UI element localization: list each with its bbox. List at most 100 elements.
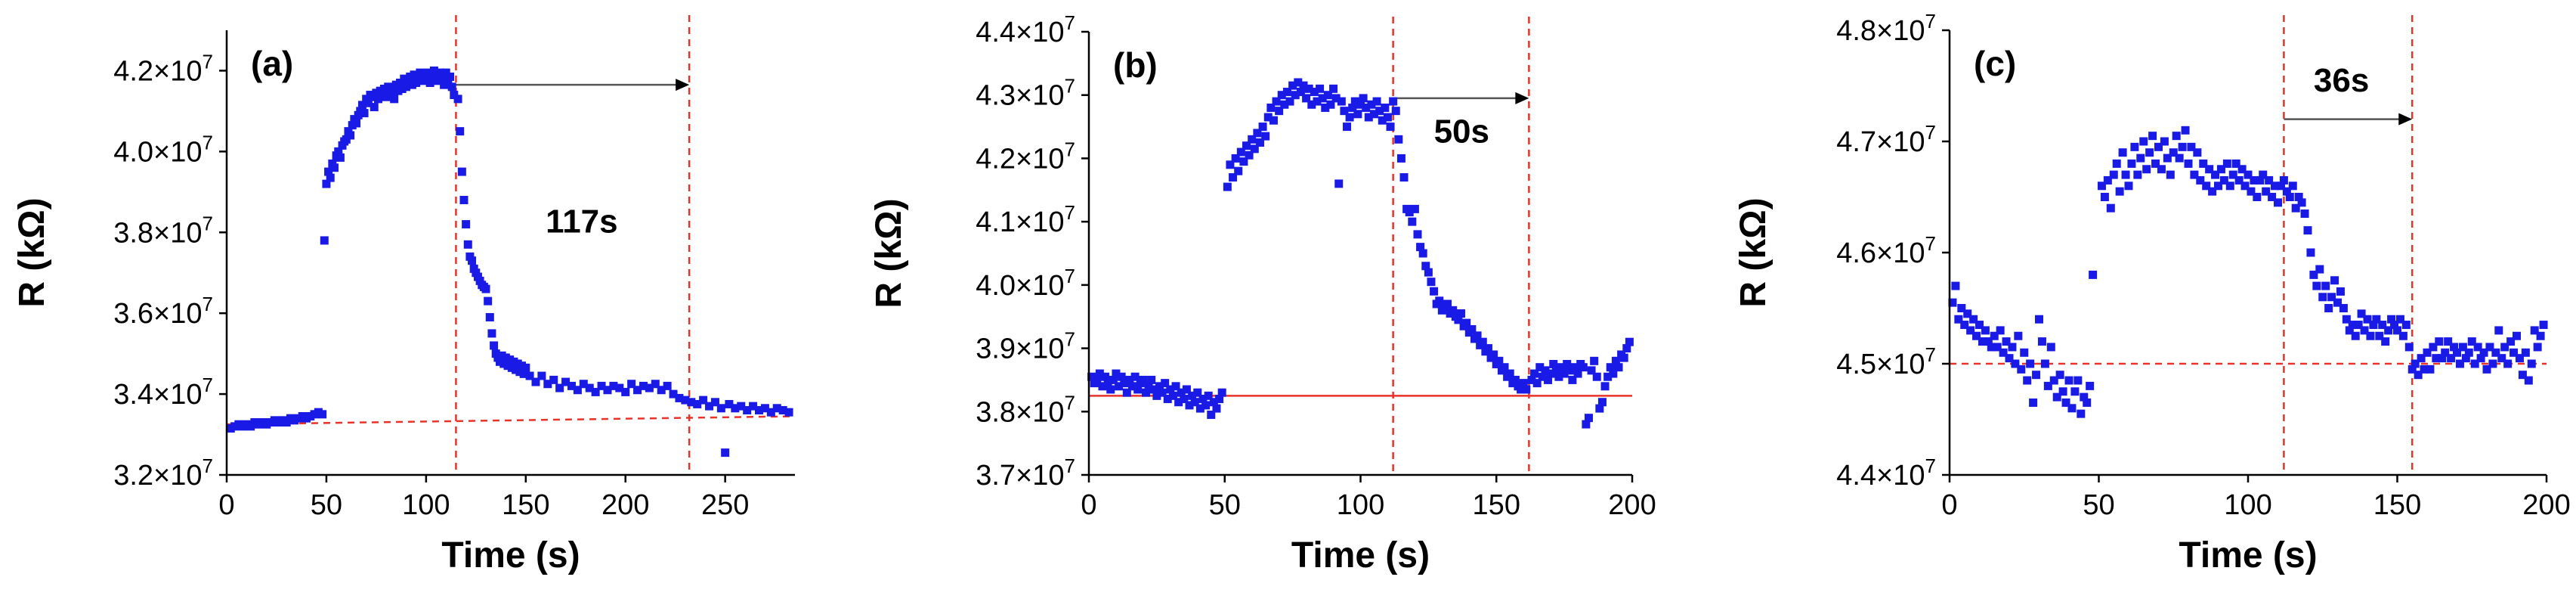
data-point bbox=[1999, 348, 2008, 357]
data-point bbox=[468, 256, 477, 265]
data-point bbox=[1519, 379, 1528, 388]
data-point bbox=[2064, 376, 2073, 385]
data-point bbox=[1427, 278, 1436, 287]
data-point bbox=[1229, 173, 1238, 182]
data-point bbox=[1329, 84, 1338, 93]
x-tick-label: 100 bbox=[2224, 489, 2271, 521]
data-point bbox=[1611, 356, 1620, 365]
data-point bbox=[2250, 175, 2259, 185]
data-point bbox=[778, 405, 787, 414]
data-point bbox=[1362, 103, 1371, 112]
data-point bbox=[537, 371, 546, 380]
data-point bbox=[1391, 107, 1400, 116]
data-point bbox=[2077, 409, 2086, 418]
data-point bbox=[1367, 100, 1376, 109]
data-point bbox=[1223, 182, 1232, 191]
y-tick-label: 3.8×107 bbox=[976, 391, 1075, 428]
y-tick-label: 4.5×107 bbox=[1836, 343, 1936, 380]
data-point bbox=[2040, 359, 2049, 368]
y-tick-label: 3.4×107 bbox=[113, 374, 213, 411]
data-point bbox=[1435, 296, 1444, 306]
x-tick-label: 150 bbox=[502, 489, 549, 521]
data-point bbox=[1331, 94, 1341, 103]
data-point bbox=[1619, 353, 1628, 362]
data-point bbox=[1269, 116, 1278, 125]
data-point bbox=[1168, 391, 1177, 400]
data-point bbox=[1960, 321, 1969, 330]
data-point bbox=[2112, 159, 2121, 168]
data-point bbox=[2089, 270, 2098, 279]
data-point bbox=[1198, 395, 1208, 404]
data-point bbox=[2401, 321, 2411, 330]
data-point bbox=[2345, 326, 2354, 335]
data-point bbox=[2387, 315, 2396, 324]
data-point bbox=[2279, 175, 2288, 185]
data-point bbox=[2256, 175, 2265, 185]
data-point bbox=[1087, 372, 1096, 381]
data-point bbox=[2455, 359, 2464, 368]
data-point bbox=[346, 131, 355, 140]
data-point bbox=[1978, 337, 1987, 346]
data-point bbox=[603, 386, 612, 395]
data-point bbox=[1606, 363, 1615, 372]
data-point bbox=[1592, 372, 1601, 381]
data-point bbox=[1248, 135, 1257, 144]
data-point bbox=[1565, 366, 1574, 375]
data-point bbox=[621, 387, 630, 396]
data-point bbox=[2282, 187, 2291, 196]
data-point bbox=[2336, 287, 2345, 296]
data-point bbox=[2354, 321, 2363, 330]
data-point bbox=[561, 377, 571, 386]
data-point bbox=[1182, 385, 1191, 394]
data-point bbox=[2148, 132, 2157, 141]
data-point bbox=[1195, 404, 1205, 413]
data-point bbox=[2393, 326, 2401, 335]
data-point bbox=[687, 398, 696, 407]
data-point bbox=[1505, 369, 1514, 378]
data-point bbox=[669, 389, 678, 399]
data-point bbox=[1316, 84, 1325, 93]
y-tick-label: 4.1×107 bbox=[976, 201, 1075, 238]
x-tick-label: 200 bbox=[1608, 489, 1656, 521]
data-point bbox=[591, 387, 600, 396]
data-point bbox=[2196, 175, 2205, 185]
data-point bbox=[2360, 326, 2369, 335]
data-point bbox=[1245, 150, 1254, 160]
data-point bbox=[760, 404, 769, 413]
data-point bbox=[755, 405, 764, 414]
data-point bbox=[1261, 132, 1270, 141]
data-point bbox=[1597, 398, 1607, 407]
data-point bbox=[2231, 159, 2240, 168]
data-point bbox=[2300, 209, 2309, 219]
data-point bbox=[1590, 356, 1599, 365]
data-point bbox=[1158, 388, 1167, 397]
data-point bbox=[567, 381, 576, 390]
data-point bbox=[2444, 337, 2453, 346]
data-point bbox=[1334, 179, 1344, 188]
data-point bbox=[446, 72, 455, 81]
data-point bbox=[2115, 187, 2124, 196]
data-point bbox=[743, 405, 752, 414]
data-point bbox=[1554, 372, 1563, 381]
data-point bbox=[1288, 81, 1297, 90]
data-point bbox=[2530, 326, 2539, 335]
data-point bbox=[1478, 337, 1487, 346]
data-point bbox=[1321, 103, 1330, 112]
y-tick-label: 4.6×107 bbox=[1836, 232, 1936, 269]
data-point bbox=[1408, 217, 1417, 226]
data-point bbox=[521, 363, 530, 372]
data-point bbox=[1587, 366, 1596, 375]
data-point bbox=[1375, 107, 1384, 116]
data-point bbox=[2181, 126, 2190, 135]
data-point bbox=[1603, 372, 1613, 381]
data-point bbox=[2309, 270, 2318, 279]
data-point bbox=[2363, 315, 2372, 324]
data-point bbox=[1174, 398, 1183, 407]
y-tick-label: 4.3×107 bbox=[976, 75, 1075, 112]
data-point bbox=[2485, 343, 2494, 352]
data-point bbox=[2032, 371, 2041, 380]
data-point bbox=[2103, 175, 2112, 185]
data-point bbox=[1996, 326, 2005, 335]
data-point bbox=[1522, 385, 1531, 394]
data-point bbox=[2303, 226, 2312, 235]
